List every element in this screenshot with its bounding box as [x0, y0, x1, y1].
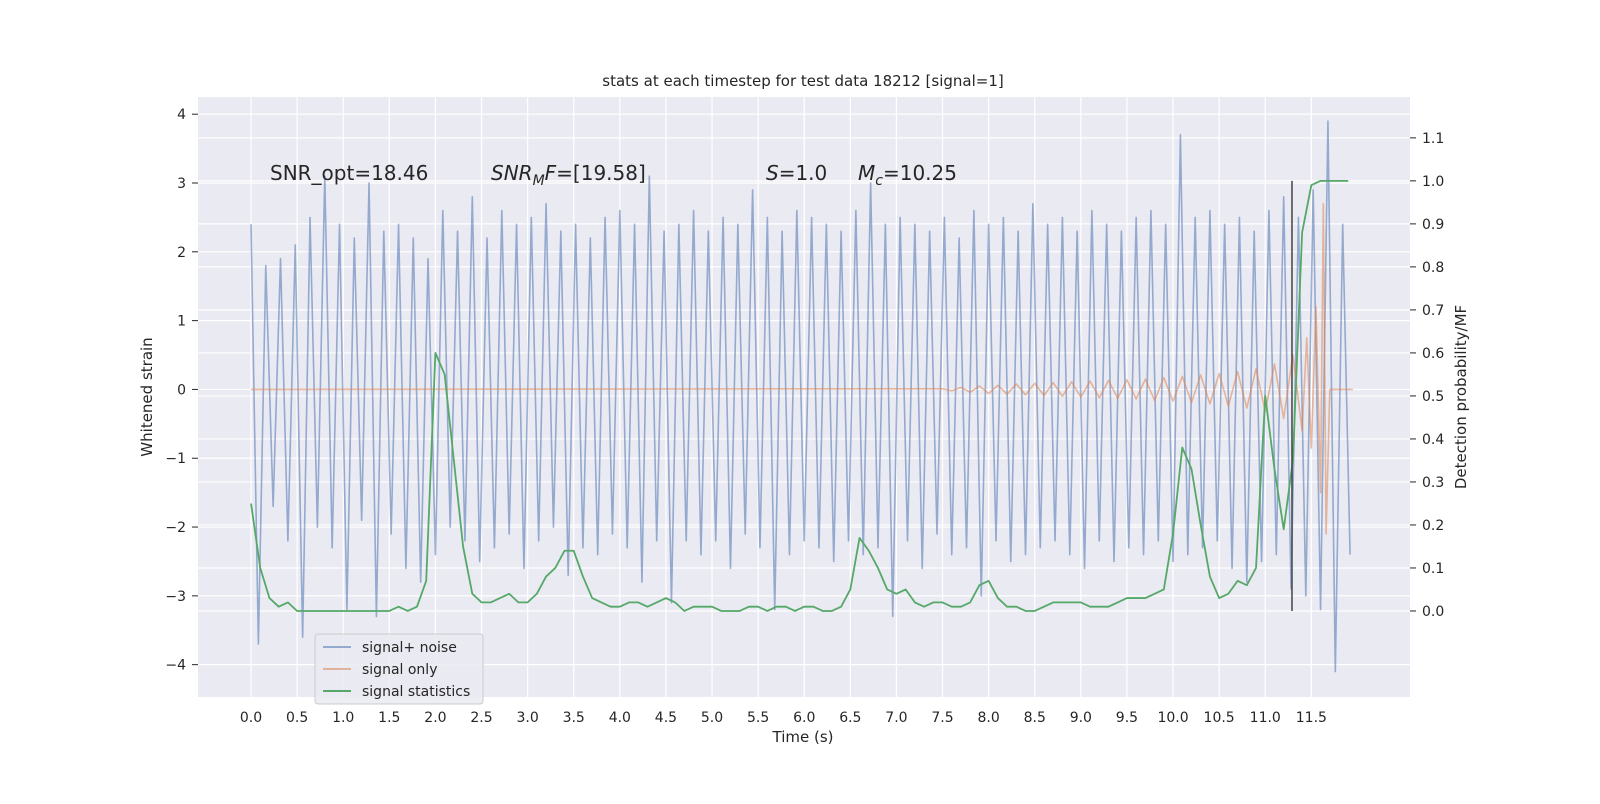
x-tick-label: 10.5 — [1204, 710, 1235, 726]
x-tick-label: 10.0 — [1157, 710, 1188, 726]
legend-label: signal+ noise — [362, 640, 457, 656]
y-tick-label: −3 — [165, 589, 186, 605]
annotation-part: SNR — [491, 161, 533, 185]
x-tick-label: 8.0 — [978, 710, 1000, 726]
series-line — [250, 120, 1351, 673]
annotation: SNRMF=[19.58] — [491, 161, 646, 189]
series-line — [250, 179, 1349, 612]
annotation: SNR_opt=18.46 — [270, 161, 428, 185]
x-tick-label: 9.5 — [1116, 710, 1138, 726]
x-tick-label: 6.0 — [793, 710, 815, 726]
y2-tick-label: 0.0 — [1422, 604, 1444, 620]
x-tick-label: 2.5 — [470, 710, 492, 726]
y2-tick-label: 0.5 — [1422, 389, 1444, 405]
x-tick-label: 11.5 — [1296, 710, 1327, 726]
y-tick-label: −2 — [165, 520, 186, 536]
x-tick-label: 1.5 — [378, 710, 400, 726]
annotation-part: SNR_opt=18.46 — [270, 161, 428, 185]
y-tick-label: −1 — [165, 451, 186, 467]
x-tick-label: 3.0 — [516, 710, 538, 726]
y2-tick-label: 0.1 — [1422, 561, 1444, 577]
x-tick-label: 6.5 — [839, 710, 861, 726]
y2-tick-label: 0.8 — [1422, 260, 1444, 276]
axes: 0.0 0.5 1.0 1.5 2.0 2.5 3.0 3.5 4.0 4.5 5.0 5.5 6.0 6… — [165, 107, 1444, 726]
x-tick-label: 9.0 — [1070, 710, 1092, 726]
annotation: Mc=10.25 — [858, 161, 957, 189]
y-tick-label: 3 — [177, 176, 186, 192]
x-axis-label: Time (s) — [772, 728, 834, 746]
y2-tick-label: 1.1 — [1422, 131, 1444, 147]
y-tick-label: 4 — [177, 107, 186, 123]
y-tick-label: 2 — [177, 245, 186, 261]
y2-tick-label: 0.4 — [1422, 432, 1444, 448]
x-tick-label: 5.5 — [747, 710, 769, 726]
y2-axis-label: Detection probability/MF — [1452, 305, 1470, 489]
y2-tick-label: 0.9 — [1422, 217, 1444, 233]
annotation-part: M — [533, 173, 545, 189]
y-tick-label: −4 — [165, 658, 186, 674]
y2-tick-label: 0.2 — [1422, 518, 1444, 534]
annotation-part: c — [875, 173, 883, 189]
y2-tick-label: 1.0 — [1422, 174, 1444, 190]
legend-label: signal statistics — [362, 684, 470, 700]
series-line — [251, 202, 1353, 535]
x-tick-label: 8.5 — [1024, 710, 1046, 726]
x-tick-label: 1.0 — [332, 710, 354, 726]
x-tick-label: 5.0 — [701, 710, 723, 726]
y-axis-label: Whitened strain — [138, 337, 156, 456]
y2-tick-label: 0.7 — [1422, 303, 1444, 319]
x-tick-label: 4.5 — [655, 710, 677, 726]
marks — [250, 120, 1353, 673]
annotation-part: S — [766, 161, 779, 185]
x-tick-label: 7.0 — [885, 710, 907, 726]
x-tick-label: 7.5 — [931, 710, 953, 726]
annotation: S=1.0 — [766, 161, 827, 185]
annotation-part: =1.0 — [779, 161, 828, 185]
annotation-part: M — [858, 161, 875, 185]
x-tick-label: 3.5 — [563, 710, 585, 726]
y2-tick-label: 0.3 — [1422, 475, 1444, 491]
annotation-part: F — [545, 161, 557, 185]
x-tick-label: 4.0 — [609, 710, 631, 726]
chart-title: stats at each timestep for test data 182… — [602, 72, 1003, 90]
x-tick-label: 2.0 — [424, 710, 446, 726]
y-tick-label: 0 — [177, 382, 186, 398]
x-tick-label: 0.5 — [286, 710, 308, 726]
x-tick-label: 11.0 — [1250, 710, 1281, 726]
y-tick-label: 1 — [177, 314, 186, 330]
legend-box — [314, 633, 484, 705]
legend-label: signal only — [362, 662, 437, 678]
annotation-part: =10.25 — [883, 161, 957, 185]
annotation-part: =[19.58] — [556, 161, 646, 185]
x-tick-label: 0.0 — [240, 710, 262, 726]
y2-tick-label: 0.6 — [1422, 346, 1444, 362]
